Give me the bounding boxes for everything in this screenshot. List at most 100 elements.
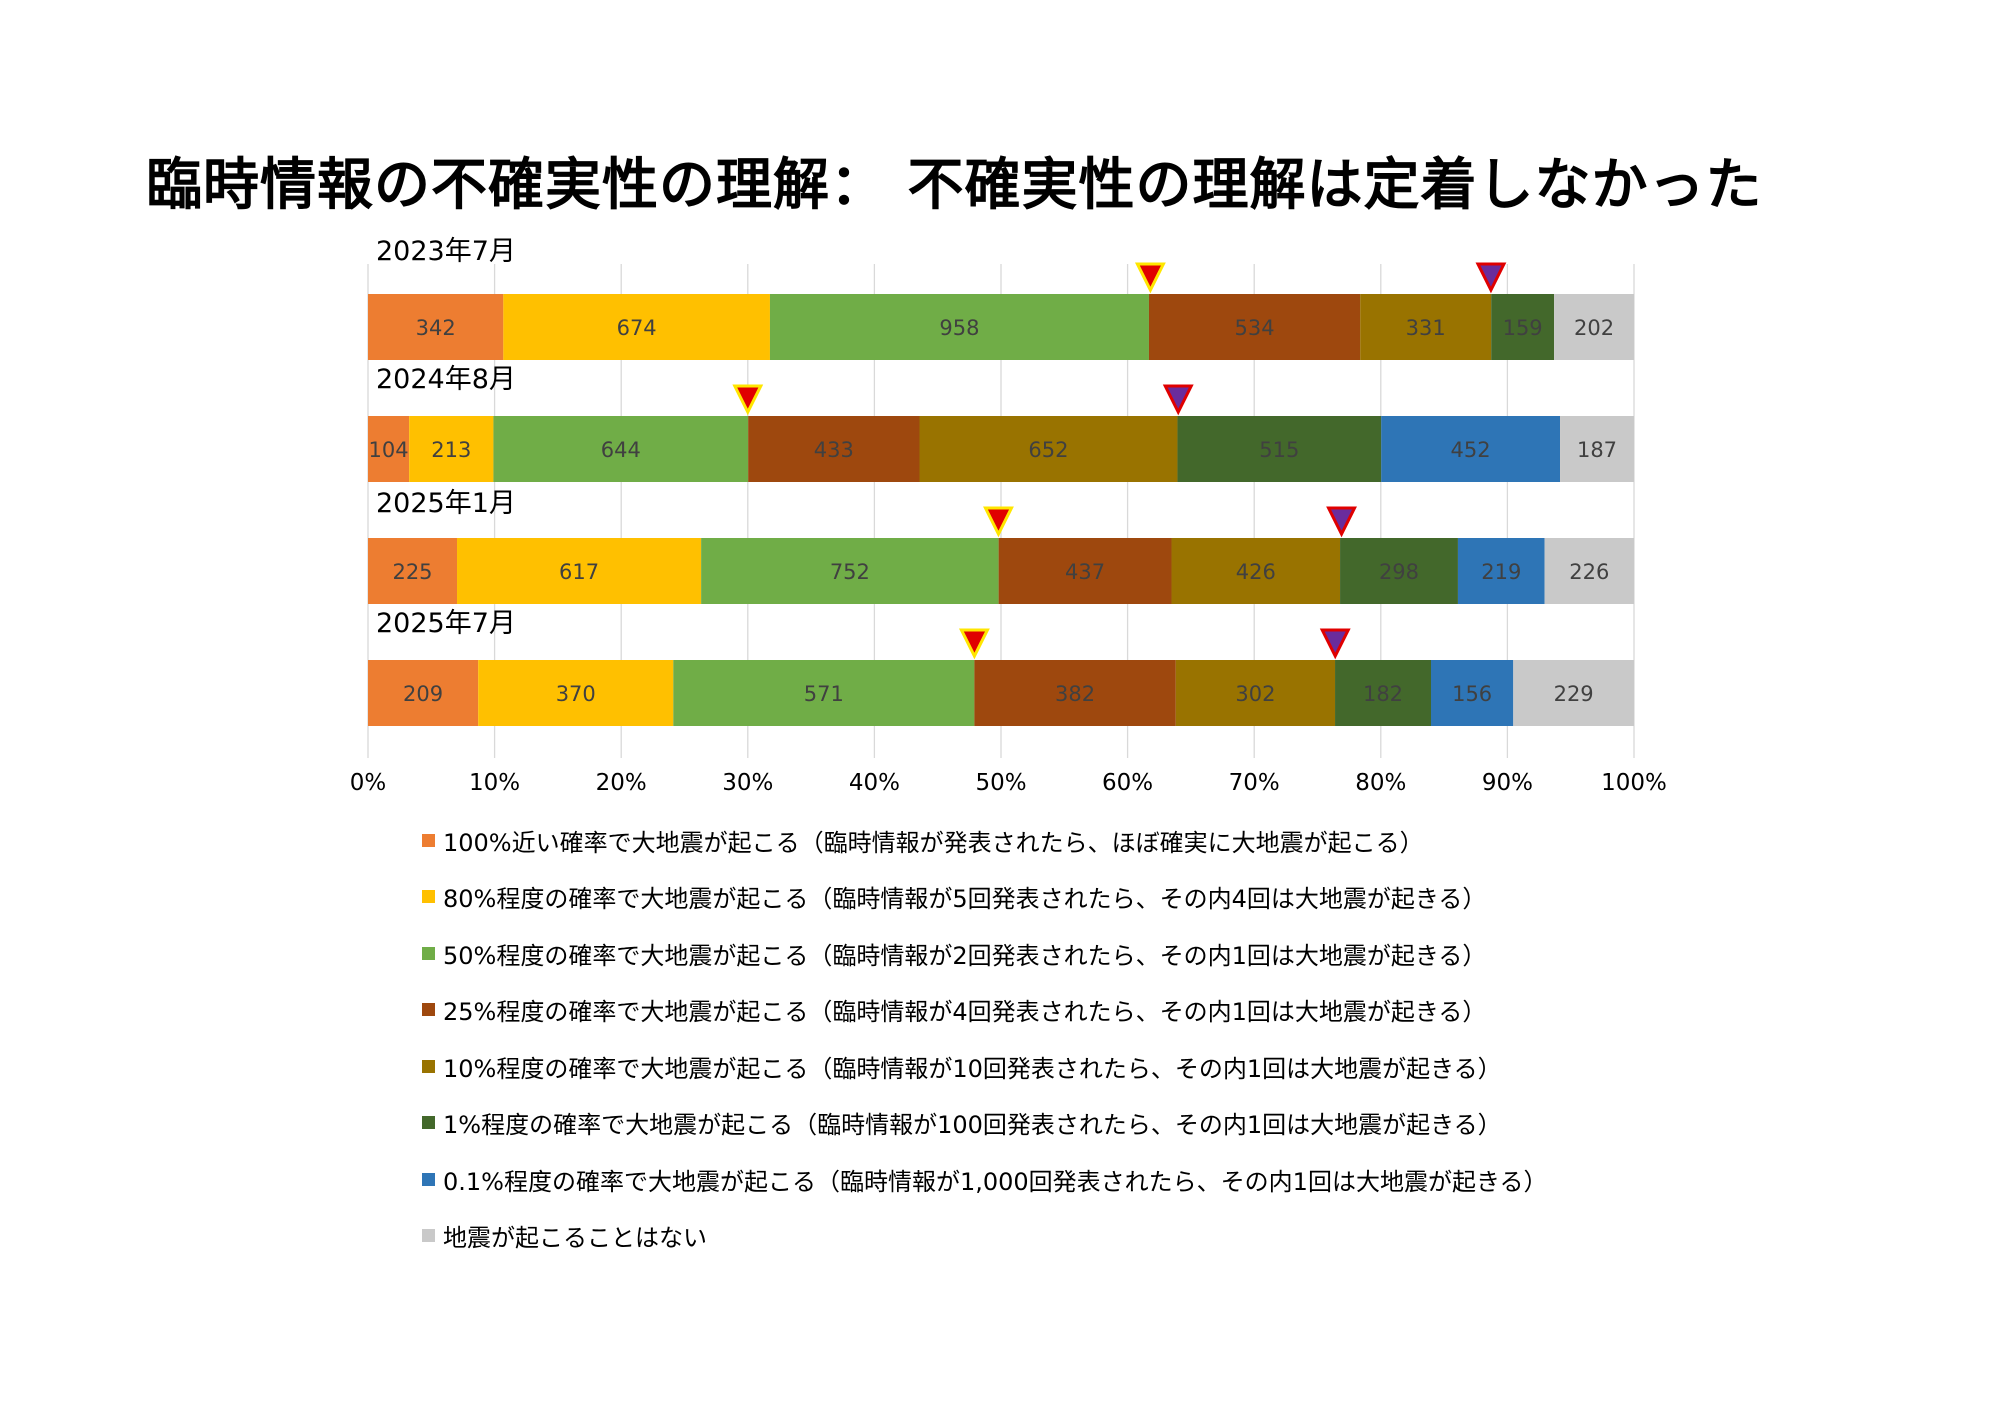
bar-segment: [368, 416, 410, 482]
data-label: 156: [1452, 682, 1492, 706]
category-label: 2024年8月: [376, 364, 516, 395]
bar-segment: [769, 294, 1149, 360]
data-label: 571: [804, 682, 844, 706]
bar-segment: [1171, 538, 1341, 604]
bar-segment: [919, 416, 1178, 482]
data-label: 433: [814, 438, 854, 462]
legend-swatch: [422, 1059, 435, 1073]
x-tick-label: 40%: [849, 770, 900, 796]
marker-triangle-purple: [1326, 506, 1357, 538]
bar-segment: [493, 416, 749, 482]
bar-segment: [1381, 416, 1561, 482]
legend-item: 25%程度の確率で大地震が起こる（臨時情報が4回発表されたら、その内1回は大地震…: [422, 992, 1486, 1028]
bar-segment: [974, 660, 1176, 726]
bar-segment: [368, 538, 458, 604]
data-label: 958: [939, 316, 979, 340]
data-label: 229: [1554, 682, 1594, 706]
category-label: 2025年1月: [376, 488, 516, 519]
data-label: 515: [1259, 438, 1299, 462]
legend-item: 50%程度の確率で大地震が起こる（臨時情報が2回発表されたら、その内1回は大地震…: [422, 935, 1486, 971]
legend-item: 1%程度の確率で大地震が起こる（臨時情報が100回発表されたら、その内1回は大地…: [422, 1105, 1502, 1141]
data-label: 644: [601, 438, 641, 462]
data-label: 209: [403, 682, 443, 706]
legend-label: 80%程度の確率で大地震が起こる（臨時情報が5回発表されたら、その内4回は大地震…: [443, 885, 1487, 913]
legend-label: 50%程度の確率で大地震が起こる（臨時情報が2回発表されたら、その内1回は大地震…: [443, 941, 1487, 970]
data-label: 187: [1577, 438, 1617, 462]
data-label: 104: [369, 438, 409, 462]
category-label: 2025年7月: [376, 608, 516, 639]
bar-segment: [409, 416, 494, 482]
data-label: 437: [1065, 560, 1105, 584]
bar-segment: [368, 294, 504, 360]
x-tick-label: 50%: [975, 770, 1026, 796]
legend-swatch: [422, 1003, 435, 1016]
bar-segment: [748, 416, 920, 482]
legend-swatch: [422, 1229, 435, 1242]
bar-segment: [368, 660, 479, 726]
bar-segment: [998, 538, 1172, 604]
bar-segment: [1148, 294, 1361, 360]
marker-triangle-purple: [1475, 262, 1507, 294]
x-tick-label: 30%: [722, 770, 773, 796]
x-tick-label: 70%: [1229, 770, 1280, 796]
bar-segment: [1554, 294, 1634, 360]
legend-item: 0.1%程度の確率で大地震が起こる（臨時情報が1,000回発表されたら、その内1…: [422, 1161, 1547, 1197]
marker-triangle-yellow: [732, 384, 764, 416]
data-label: 426: [1236, 560, 1276, 584]
marker-triangle-purple: [1319, 628, 1351, 660]
legend-label: 10%程度の確率で大地震が起こる（臨時情報が10回発表されたら、その内1回は大地…: [443, 1054, 1502, 1083]
x-tick-label: 100%: [1601, 770, 1667, 796]
category-label: 2023年7月: [376, 236, 516, 267]
x-tick-label: 20%: [596, 770, 647, 796]
bar-segment: [1560, 416, 1634, 482]
data-label: 534: [1235, 316, 1275, 340]
x-tick-label: 90%: [1482, 770, 1533, 796]
marker-triangle-purple: [1162, 384, 1194, 416]
data-label: 182: [1363, 682, 1403, 706]
legend-swatch: [422, 833, 435, 847]
data-label: 452: [1451, 438, 1491, 462]
bar-segment: [478, 660, 674, 726]
legend-label: 1%程度の確率で大地震が起こる（臨時情報が100回発表されたら、その内1回は大地…: [443, 1111, 1502, 1139]
legend-swatch: [422, 1172, 435, 1186]
legend-label: 100%近い確率で大地震が起こる（臨時情報が発表されたら、ほぼ確実に大地震が起こ…: [443, 828, 1424, 857]
legend-item: 地震が起こることはない: [422, 1218, 707, 1254]
legend-item: 100%近い確率で大地震が起こる（臨時情報が発表されたら、ほぼ確実に大地震が起こ…: [422, 822, 1424, 858]
legend-item: 10%程度の確率で大地震が起こる（臨時情報が10回発表されたら、その内1回は大地…: [422, 1048, 1502, 1084]
bar-segment: [1340, 538, 1458, 604]
legend-swatch: [422, 890, 435, 903]
bar-segment: [1430, 660, 1514, 726]
legend-swatch: [422, 1116, 435, 1129]
x-tick-label: 0%: [350, 770, 387, 796]
legend-label: 0.1%程度の確率で大地震が起こる（臨時情報が1,000回発表されたら、その内1…: [443, 1167, 1548, 1196]
bar-segment: [1491, 294, 1555, 360]
bar-segment: [1544, 538, 1634, 604]
bar-segment: [1335, 660, 1431, 726]
x-tick-label: 10%: [469, 770, 520, 796]
bar-segment: [673, 660, 975, 726]
bar-segment: [701, 538, 999, 604]
bar-segment: [1360, 294, 1492, 360]
marker-triangle-yellow: [958, 628, 990, 660]
data-label: 752: [830, 560, 870, 584]
marker-triangle-yellow: [983, 506, 1014, 538]
legend-label: 地震が起こることはない: [443, 1224, 707, 1252]
chart-title: 臨時情報の不確実性の理解： 不確実性の理解は定着しなかった: [146, 153, 1763, 218]
data-label: 302: [1235, 682, 1275, 706]
legend-item: 80%程度の確率で大地震が起こる（臨時情報が5回発表されたら、その内4回は大地震…: [422, 879, 1486, 915]
data-label: 298: [1379, 560, 1419, 584]
data-label: 331: [1406, 316, 1446, 340]
data-label: 652: [1028, 438, 1068, 462]
data-label: 382: [1055, 682, 1095, 706]
bar-segment: [1175, 660, 1336, 726]
data-label: 342: [416, 316, 456, 340]
data-label: 225: [392, 560, 432, 584]
bar-segment: [1457, 538, 1545, 604]
bar-segment: [1177, 416, 1382, 482]
data-label: 226: [1569, 560, 1609, 584]
legend-label: 25%程度の確率で大地震が起こる（臨時情報が4回発表されたら、その内1回は大地震…: [443, 998, 1487, 1026]
bar-segment: [457, 538, 702, 604]
bar-segment: [503, 294, 770, 360]
